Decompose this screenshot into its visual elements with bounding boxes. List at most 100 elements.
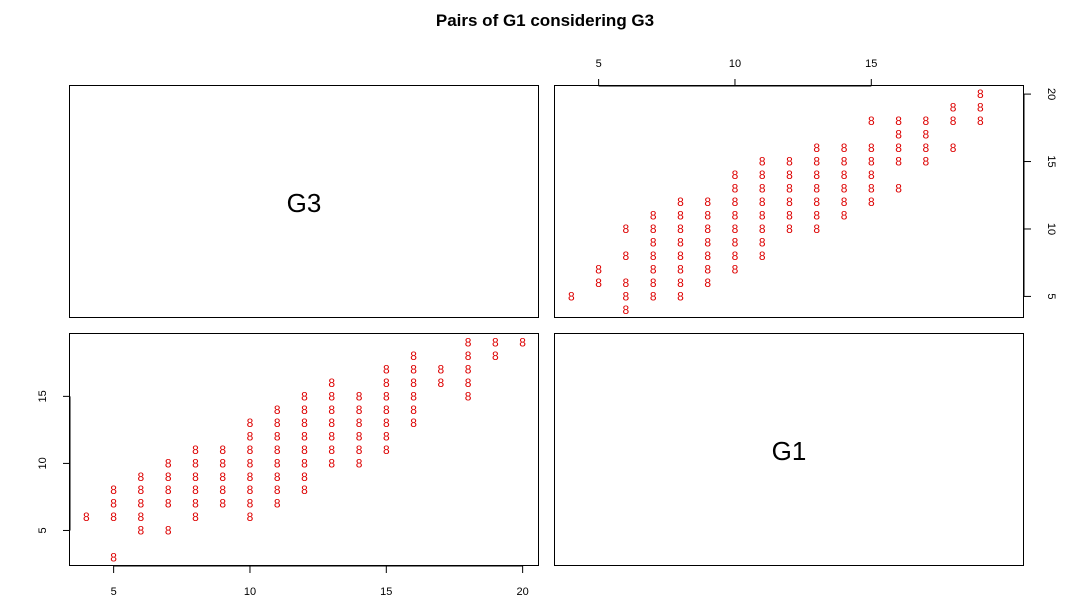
lower-left-point: 8 xyxy=(247,497,254,511)
upper-right-point: 8 xyxy=(895,155,902,169)
lower-left-point: 8 xyxy=(247,483,254,497)
lower-left-point: 8 xyxy=(383,416,390,430)
lower-left-point: 8 xyxy=(138,510,145,524)
upper-right-point: 8 xyxy=(895,128,902,142)
upper-right-point: 8 xyxy=(704,195,711,209)
upper-right-point: 8 xyxy=(786,182,793,196)
lower-left-point: 8 xyxy=(301,470,308,484)
upper-right-y-tick-label: 10 xyxy=(1045,223,1057,235)
lower-left-point: 8 xyxy=(328,443,335,457)
lower-left-point: 8 xyxy=(165,456,172,470)
upper-right-point: 8 xyxy=(922,141,929,155)
upper-right-point: 8 xyxy=(677,289,684,303)
lower-left-point: 8 xyxy=(410,349,417,363)
upper-right-point: 8 xyxy=(868,195,875,209)
lower-left-point: 8 xyxy=(437,376,444,390)
lower-left-x-tick-label: 5 xyxy=(111,586,117,598)
lower-left-point: 8 xyxy=(247,416,254,430)
upper-right-point: 8 xyxy=(868,182,875,196)
upper-right-point: 8 xyxy=(813,208,820,222)
lower-left-point: 8 xyxy=(410,376,417,390)
lower-left-point: 8 xyxy=(138,523,145,537)
panel-top-right: 5 10 1551015208888888888888888888888888888… xyxy=(554,58,1057,318)
lower-left-point: 8 xyxy=(110,483,117,497)
upper-right-point: 8 xyxy=(677,195,684,209)
lower-left-point: 8 xyxy=(328,456,335,470)
upper-right-point: 8 xyxy=(868,141,875,155)
upper-right-point: 8 xyxy=(786,155,793,169)
upper-right-point: 8 xyxy=(650,222,657,236)
upper-right-point: 8 xyxy=(868,168,875,182)
lower-left-point: 8 xyxy=(328,389,335,403)
lower-left-point: 8 xyxy=(301,416,308,430)
upper-right-point: 8 xyxy=(650,289,657,303)
upper-right-point: 8 xyxy=(677,276,684,290)
lower-left-point: 8 xyxy=(301,403,308,417)
lower-left-point: 8 xyxy=(219,497,226,511)
upper-right-point: 8 xyxy=(813,195,820,209)
lower-left-point: 8 xyxy=(247,470,254,484)
upper-right-point: 8 xyxy=(732,222,739,236)
upper-right-point: 8 xyxy=(786,168,793,182)
lower-left-point: 8 xyxy=(465,376,472,390)
upper-right-point: 8 xyxy=(650,235,657,249)
lower-left-point: 8 xyxy=(301,483,308,497)
upper-right-point: 8 xyxy=(922,128,929,142)
upper-right-y-tick-label: 15 xyxy=(1045,155,1057,167)
upper-right-point: 8 xyxy=(977,114,984,128)
lower-left-point: 8 xyxy=(192,510,199,524)
upper-right-point: 8 xyxy=(950,114,957,128)
upper-right-point: 8 xyxy=(595,262,602,276)
lower-left-point: 8 xyxy=(328,403,335,417)
lower-left-point: 8 xyxy=(356,389,363,403)
lower-left-point: 8 xyxy=(247,510,254,524)
upper-right-point: 8 xyxy=(759,182,766,196)
lower-left-y-tick-label: 10 xyxy=(37,457,49,469)
upper-right-point: 8 xyxy=(813,222,820,236)
upper-right-point: 8 xyxy=(732,262,739,276)
lower-left-point: 8 xyxy=(465,389,472,403)
lower-left-point: 8 xyxy=(247,430,254,444)
upper-right-point: 8 xyxy=(623,303,630,317)
upper-right-point: 8 xyxy=(977,87,984,101)
upper-right-point: 8 xyxy=(895,182,902,196)
upper-right-point: 8 xyxy=(813,141,820,155)
lower-left-point: 8 xyxy=(138,483,145,497)
lower-left-x-tick-label: 20 xyxy=(517,586,529,598)
lower-left-point: 8 xyxy=(165,470,172,484)
lower-left-point: 8 xyxy=(165,523,172,537)
upper-right-point: 8 xyxy=(841,168,848,182)
upper-right-point: 8 xyxy=(759,168,766,182)
upper-right-point: 8 xyxy=(759,208,766,222)
upper-right-point: 8 xyxy=(977,101,984,115)
lower-left-point: 8 xyxy=(356,416,363,430)
lower-left-point: 8 xyxy=(356,403,363,417)
lower-left-point: 8 xyxy=(356,430,363,444)
upper-right-point: 8 xyxy=(786,222,793,236)
upper-right-point: 8 xyxy=(922,114,929,128)
lower-left-y-tick-label: 15 xyxy=(37,390,49,402)
upper-right-point: 8 xyxy=(623,289,630,303)
lower-left-point: 8 xyxy=(165,497,172,511)
upper-right-point: 8 xyxy=(677,262,684,276)
lower-left-point: 8 xyxy=(328,430,335,444)
lower-left-point: 8 xyxy=(328,376,335,390)
lower-left-point: 8 xyxy=(383,389,390,403)
upper-right-point: 8 xyxy=(623,249,630,263)
lower-left-point: 8 xyxy=(192,443,199,457)
upper-right-point: 8 xyxy=(677,235,684,249)
upper-right-y-tick-label: 20 xyxy=(1045,88,1057,100)
upper-right-point: 8 xyxy=(677,222,684,236)
lower-left-point: 8 xyxy=(192,456,199,470)
lower-left-point: 8 xyxy=(328,416,335,430)
lower-left-point: 8 xyxy=(301,456,308,470)
upper-right-point: 8 xyxy=(759,249,766,263)
upper-right-point: 8 xyxy=(595,276,602,290)
lower-left-point: 8 xyxy=(492,349,499,363)
upper-right-point: 8 xyxy=(759,222,766,236)
upper-right-point: 8 xyxy=(868,114,875,128)
upper-right-point: 8 xyxy=(759,155,766,169)
upper-right-x-tick-label: 5 xyxy=(596,58,602,70)
lower-left-point: 8 xyxy=(465,336,472,350)
lower-left-point: 8 xyxy=(138,497,145,511)
